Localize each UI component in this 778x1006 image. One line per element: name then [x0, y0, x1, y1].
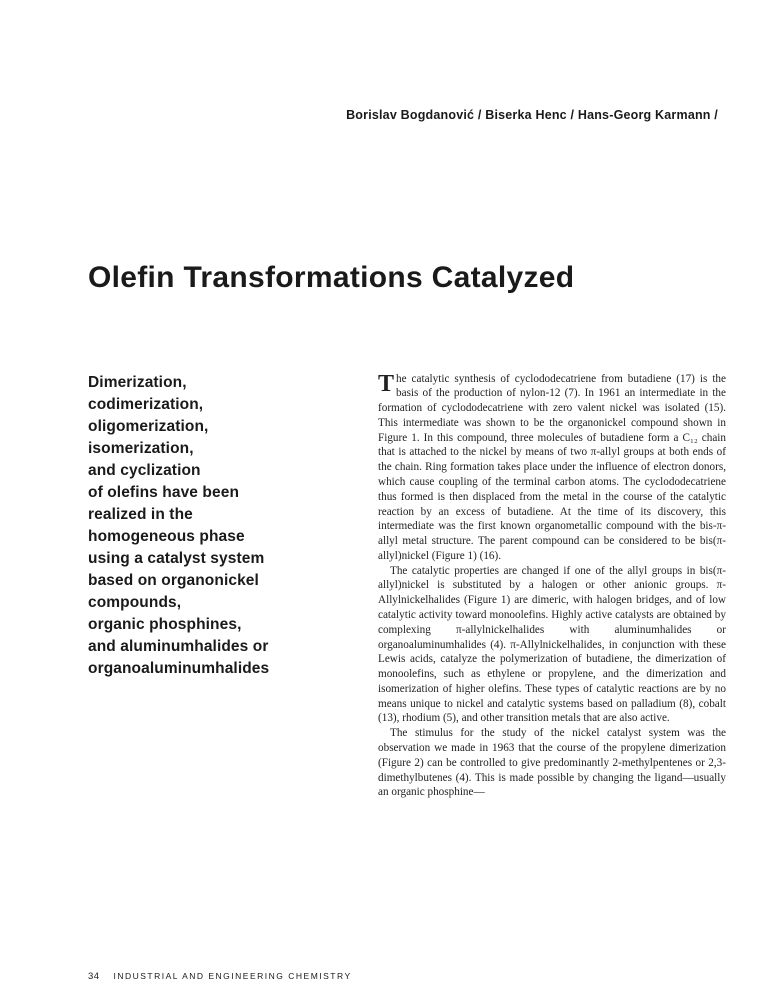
- p1-text: he catalytic synthesis of cyclododecatri…: [378, 373, 726, 562]
- body-paragraph-3: The stimulus for the study of the nickel…: [378, 726, 726, 800]
- right-column: The catalytic synthesis of cyclododecatr…: [378, 372, 726, 801]
- page-container: Borislav Bogdanović / Biserka Henc / Han…: [0, 0, 778, 1006]
- page-footer: 34 INDUSTRIAL AND ENGINEERING CHEMISTRY: [88, 971, 352, 982]
- dropcap-letter: T: [378, 372, 396, 394]
- two-column-layout: Dimerization,codimerization,oligomerizat…: [88, 372, 726, 801]
- journal-name: INDUSTRIAL AND ENGINEERING CHEMISTRY: [113, 971, 351, 981]
- left-column: Dimerization,codimerization,oligomerizat…: [88, 372, 348, 801]
- article-subhead: Dimerization,codimerization,oligomerizat…: [88, 372, 348, 680]
- page-number: 34: [88, 971, 100, 982]
- body-paragraph-2: The catalytic properties are changed if …: [378, 564, 726, 727]
- authors-line: Borislav Bogdanović / Biserka Henc / Han…: [88, 108, 726, 122]
- authors-text: Borislav Bogdanović / Biserka Henc / Han…: [346, 108, 718, 122]
- body-paragraph-1: The catalytic synthesis of cyclododecatr…: [378, 372, 726, 564]
- article-title: Olefin Transformations Catalyzed: [88, 262, 726, 294]
